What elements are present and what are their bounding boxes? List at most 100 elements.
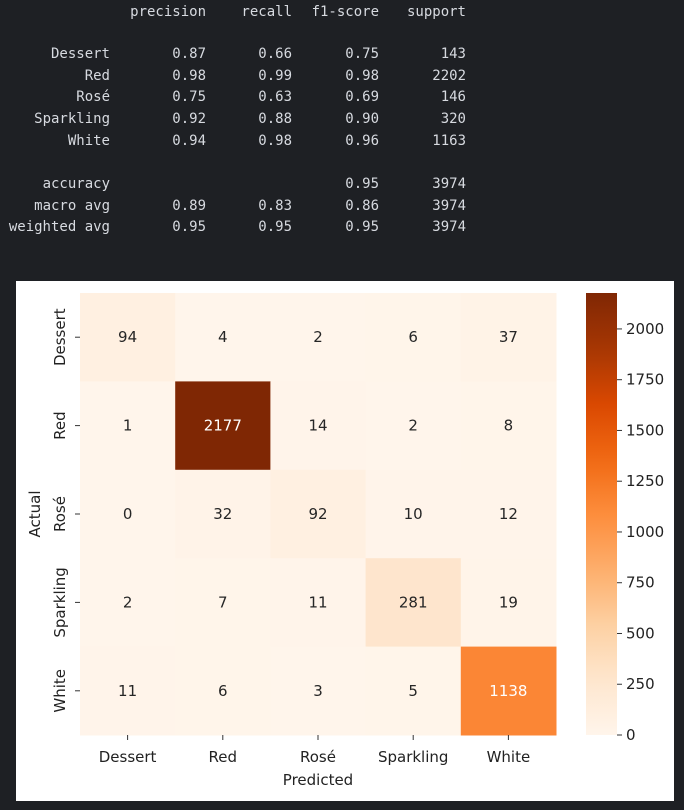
colorbar-tick-label: 1000	[626, 523, 664, 541]
cell-value: 12	[499, 505, 518, 523]
heatmap-cell	[175, 558, 271, 648]
report-value: 0.95	[345, 176, 379, 192]
heatmap-cell	[80, 469, 176, 559]
report-value: 0.86	[345, 197, 379, 214]
report-row-label: White	[67, 132, 110, 149]
y-tick-label: Rosé	[51, 496, 69, 532]
report-value: 0.75	[172, 89, 206, 106]
cell-value: 281	[399, 593, 428, 611]
report-header: support	[406, 4, 466, 20]
heatmap-cell	[175, 293, 271, 382]
report-row-label: Red	[84, 67, 110, 84]
report-value: 0.95	[258, 219, 292, 236]
report-header: recall	[241, 4, 292, 20]
report-value: 143	[440, 46, 466, 62]
heatmap-cell	[175, 381, 271, 471]
report-value: 0.88	[258, 111, 292, 128]
cell-value: 7	[218, 593, 228, 611]
cell-value: 1138	[489, 682, 527, 700]
report-value: 3974	[432, 219, 466, 236]
cell-value: 10	[404, 505, 423, 523]
cell-value: 32	[213, 505, 232, 523]
y-tick-label: Dessert	[51, 308, 69, 366]
report-row-label: Dessert	[50, 46, 110, 62]
heatmap-cell	[270, 558, 367, 648]
heatmap-cell	[270, 381, 367, 471]
cell-value: 4	[218, 328, 228, 346]
cell-value: 19	[499, 593, 518, 611]
colorbar-tick-label: 1500	[626, 421, 664, 439]
report-value: 0.98	[345, 67, 379, 84]
x-tick-label: Rosé	[300, 748, 336, 766]
report-value: 0.94	[172, 132, 206, 149]
cell-value: 2	[313, 328, 323, 346]
report-value: 0.83	[258, 197, 292, 214]
report-value: 3974	[432, 176, 466, 192]
heatmap-cell	[460, 293, 557, 382]
cell-value: 2	[408, 417, 418, 435]
cell-value: 14	[308, 417, 327, 435]
colorbar-tick-label: 2000	[626, 320, 664, 338]
report-value: 0.96	[345, 132, 379, 149]
report-row-label: Rosé	[76, 89, 110, 106]
x-axis-title: Predicted	[283, 771, 353, 789]
colorbar-tick-label: 750	[626, 574, 655, 592]
cell-value: 6	[408, 328, 418, 346]
cell-value: 8	[504, 417, 514, 435]
heatmap-cell	[175, 646, 271, 736]
x-tick-label: Red	[209, 748, 238, 766]
y-tick-label: Sparkling	[51, 567, 69, 637]
heatmap-cell	[460, 381, 557, 471]
heatmap-cell	[460, 469, 557, 559]
cell-value: 3	[313, 682, 323, 700]
cell-value: 1	[123, 417, 133, 435]
report-value: 0.69	[345, 89, 379, 106]
report-value: 0.92	[172, 111, 206, 128]
heatmap-cell	[80, 293, 176, 382]
heatmap-cell	[175, 469, 271, 559]
report-value: 0.95	[345, 219, 379, 236]
report-summary-label: weighted avg	[8, 219, 110, 236]
y-axis-title: Actual	[26, 491, 44, 538]
colorbar-tick-label: 250	[626, 675, 655, 693]
heatmap-cell	[365, 381, 462, 471]
colorbar	[586, 293, 617, 735]
colorbar-tick-label: 1250	[626, 472, 664, 490]
confusion-matrix-panel: 94 4 2 6 37 1 2177 14 2 8 0 32 92 10 12 2 7 11 281 19 11 6 3 5 1…	[16, 281, 674, 801]
classification-report: precision recall f1-score support Dessert 0.8…	[0, 0, 684, 270]
report-value: 0.75	[345, 46, 379, 62]
y-tick-label: White	[51, 669, 69, 713]
x-tick-label: Sparkling	[378, 748, 448, 766]
report-header: f1-score	[311, 4, 379, 20]
report-summary-label: accuracy	[42, 176, 110, 192]
x-tick-label: White	[487, 748, 531, 766]
report-value: 0.90	[345, 111, 379, 128]
colorbar-tick-label: 0	[626, 726, 636, 744]
confusion-matrix-heatmap: 94 4 2 6 37 1 2177 14 2 8 0 32 92 10 12 2 7 11 281 19 11 6 3 5 1…	[26, 293, 664, 789]
cell-value: 11	[308, 593, 327, 611]
heatmap-cell	[270, 646, 367, 736]
report-value: 0.89	[172, 197, 206, 214]
report-value: 320	[440, 111, 466, 128]
heatmap-cell	[80, 558, 176, 648]
cell-value: 37	[499, 328, 518, 346]
heatmap-cell	[460, 646, 557, 736]
colorbar-tick-label: 500	[626, 624, 655, 642]
y-tick-label: Red	[51, 411, 69, 440]
report-value: 0.98	[258, 132, 292, 149]
cell-value: 5	[408, 682, 418, 700]
report-value: 3974	[432, 197, 466, 214]
cell-value: 6	[218, 682, 228, 700]
heatmap-cell	[270, 293, 367, 382]
report-value: 0.99	[258, 67, 292, 84]
report-value: 0.63	[258, 89, 292, 106]
cell-value: 0	[123, 505, 133, 523]
cell-value: 92	[308, 505, 327, 523]
heatmap-cell	[270, 469, 367, 559]
heatmap-cell	[460, 558, 557, 648]
x-tick-label: Dessert	[99, 748, 157, 766]
report-value: 1163	[432, 132, 466, 149]
cell-value: 2177	[204, 417, 242, 435]
report-value: 0.66	[258, 46, 292, 62]
heatmap-cell	[80, 381, 176, 471]
